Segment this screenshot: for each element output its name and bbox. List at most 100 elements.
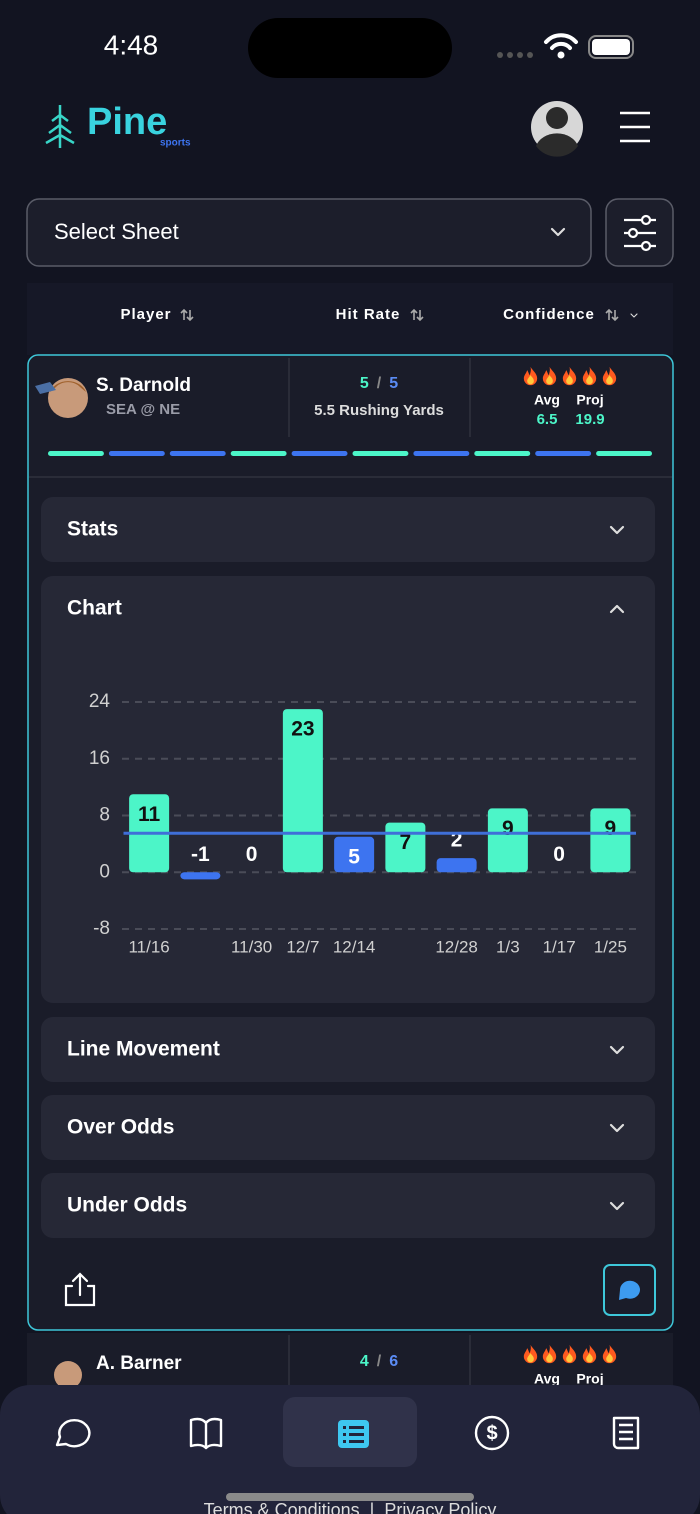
bar bbox=[282, 709, 323, 873]
signal bbox=[497, 52, 533, 58]
home-indicator bbox=[226, 1493, 474, 1501]
bar bbox=[590, 808, 631, 873]
y-tick-label: 24 bbox=[89, 691, 111, 712]
hit-segment bbox=[535, 451, 592, 456]
data-label: 9 bbox=[605, 817, 617, 840]
hit-segments bbox=[48, 451, 652, 456]
nav-chat[interactable] bbox=[55, 1419, 91, 1448]
bar bbox=[334, 836, 375, 873]
section-panel[interactable] bbox=[41, 1173, 655, 1238]
hit-count: 4/6 bbox=[360, 1353, 398, 1370]
column-header[interactable]: Confidence bbox=[503, 306, 595, 323]
section-panel[interactable] bbox=[41, 1095, 655, 1160]
select-label: Select Sheet bbox=[54, 219, 179, 244]
data-label: 11 bbox=[138, 803, 161, 826]
logo-text[interactable]: Pine bbox=[87, 101, 167, 143]
section-panel[interactable] bbox=[41, 497, 655, 562]
data-label: 9 bbox=[502, 817, 514, 840]
select-sheet[interactable] bbox=[26, 198, 592, 267]
x-tick-label: 11/30 bbox=[231, 937, 272, 956]
nav-money-sign: $ bbox=[486, 1422, 497, 1444]
hit-count: 5/5 bbox=[360, 375, 398, 392]
section-panel[interactable] bbox=[41, 1017, 655, 1082]
clock: 4:48 bbox=[104, 29, 159, 60]
avg-value: 6.5 bbox=[537, 411, 558, 428]
logo-icon bbox=[45, 105, 75, 148]
nav-sheets-lines bbox=[343, 1426, 364, 1443]
data-label: -1 bbox=[191, 843, 210, 866]
data-label: 23 bbox=[291, 718, 314, 741]
section-title: Stats bbox=[67, 518, 118, 541]
filter-icon bbox=[624, 214, 656, 252]
section-title: Chart bbox=[67, 597, 122, 620]
battery-level bbox=[592, 39, 630, 55]
wifi bbox=[544, 33, 578, 50]
data-label: 2 bbox=[451, 829, 463, 852]
avatar-head bbox=[546, 107, 568, 129]
nav-book[interactable] bbox=[189, 1417, 223, 1450]
nav-money[interactable] bbox=[474, 1415, 510, 1451]
avatar-body bbox=[536, 133, 578, 157]
player-hair bbox=[50, 381, 86, 392]
section-title: Under Odds bbox=[67, 1194, 187, 1217]
dynamic-island bbox=[248, 18, 452, 78]
player-name: A. Barner bbox=[96, 1353, 182, 1374]
hit-segment bbox=[474, 451, 531, 456]
chat-icon bbox=[619, 1280, 640, 1300]
data-label: 0 bbox=[553, 843, 565, 866]
team-logo bbox=[35, 382, 56, 394]
proj-value: 19.9 bbox=[575, 411, 604, 428]
bar bbox=[180, 872, 221, 880]
table-header bbox=[27, 283, 673, 355]
hit-segment bbox=[413, 451, 470, 456]
hit-segment bbox=[108, 451, 165, 456]
player-name: S. Darnold bbox=[96, 375, 191, 396]
section-title: Line Movement bbox=[67, 1038, 220, 1061]
section-title: Over Odds bbox=[67, 1116, 174, 1139]
hit-segment bbox=[352, 451, 409, 456]
matchup: SEA @ NE bbox=[106, 401, 180, 418]
share-button[interactable] bbox=[64, 1272, 96, 1307]
nav-news[interactable] bbox=[612, 1416, 640, 1450]
x-tick-label: 1/17 bbox=[543, 937, 576, 956]
data-label: 7 bbox=[400, 831, 412, 854]
y-tick-label: -8 bbox=[93, 918, 110, 939]
section-panel[interactable] bbox=[41, 576, 655, 1003]
hit-segment bbox=[169, 451, 226, 456]
footer-links: Terms & Conditions | Privacy Policy bbox=[204, 1500, 497, 1514]
logo-sub: sports bbox=[160, 138, 191, 149]
y-tick-label: 8 bbox=[99, 805, 110, 826]
hit-segment bbox=[230, 451, 287, 456]
data-label: 5 bbox=[348, 845, 360, 868]
player-photo bbox=[48, 378, 88, 418]
hit-segment bbox=[291, 451, 348, 456]
chart: -8 0 8 16 24 11/16 11 -1 11/30 0 12/7 23 12/14 5 7 12/2… bbox=[89, 691, 636, 956]
sections: Stats Chart Line Movement Over Odds Under Od… bbox=[41, 497, 655, 1238]
bar bbox=[385, 822, 426, 873]
wifi-dot bbox=[557, 51, 565, 59]
x-tick-label: 12/28 bbox=[435, 937, 478, 956]
x-tick-label: 1/3 bbox=[496, 937, 520, 956]
data-label: 0 bbox=[246, 843, 258, 866]
avg-label: Avg bbox=[534, 392, 560, 408]
column-header[interactable]: Hit Rate bbox=[336, 306, 401, 323]
avg-label: Avg bbox=[534, 1371, 560, 1387]
x-tick-label: 12/14 bbox=[333, 937, 376, 956]
player-photo bbox=[54, 1361, 82, 1389]
proj-label: Proj bbox=[576, 392, 603, 408]
hit-segment bbox=[596, 451, 652, 456]
proj-label: Proj bbox=[576, 1371, 603, 1387]
prop-line: 5.5 Rushing Yards bbox=[314, 402, 444, 419]
hit-segment bbox=[48, 451, 104, 456]
column-header[interactable]: Player bbox=[120, 306, 171, 323]
y-tick-label: 0 bbox=[99, 861, 110, 882]
y-tick-label: 16 bbox=[89, 748, 110, 769]
battery bbox=[588, 35, 634, 59]
x-tick-label: 11/16 bbox=[128, 937, 169, 956]
menu-button[interactable] bbox=[620, 111, 650, 143]
x-tick-label: 12/7 bbox=[286, 937, 319, 956]
bar bbox=[436, 858, 477, 873]
bar bbox=[487, 808, 528, 873]
x-tick-label: 1/25 bbox=[594, 937, 627, 956]
